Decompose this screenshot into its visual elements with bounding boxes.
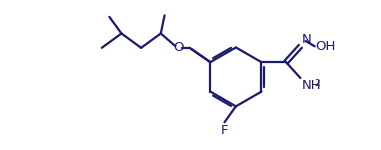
Text: 2: 2 [314,79,320,88]
Text: O: O [174,41,184,54]
Text: N: N [301,33,311,46]
Text: OH: OH [315,40,336,53]
Text: F: F [221,124,228,137]
Text: NH: NH [301,79,321,92]
